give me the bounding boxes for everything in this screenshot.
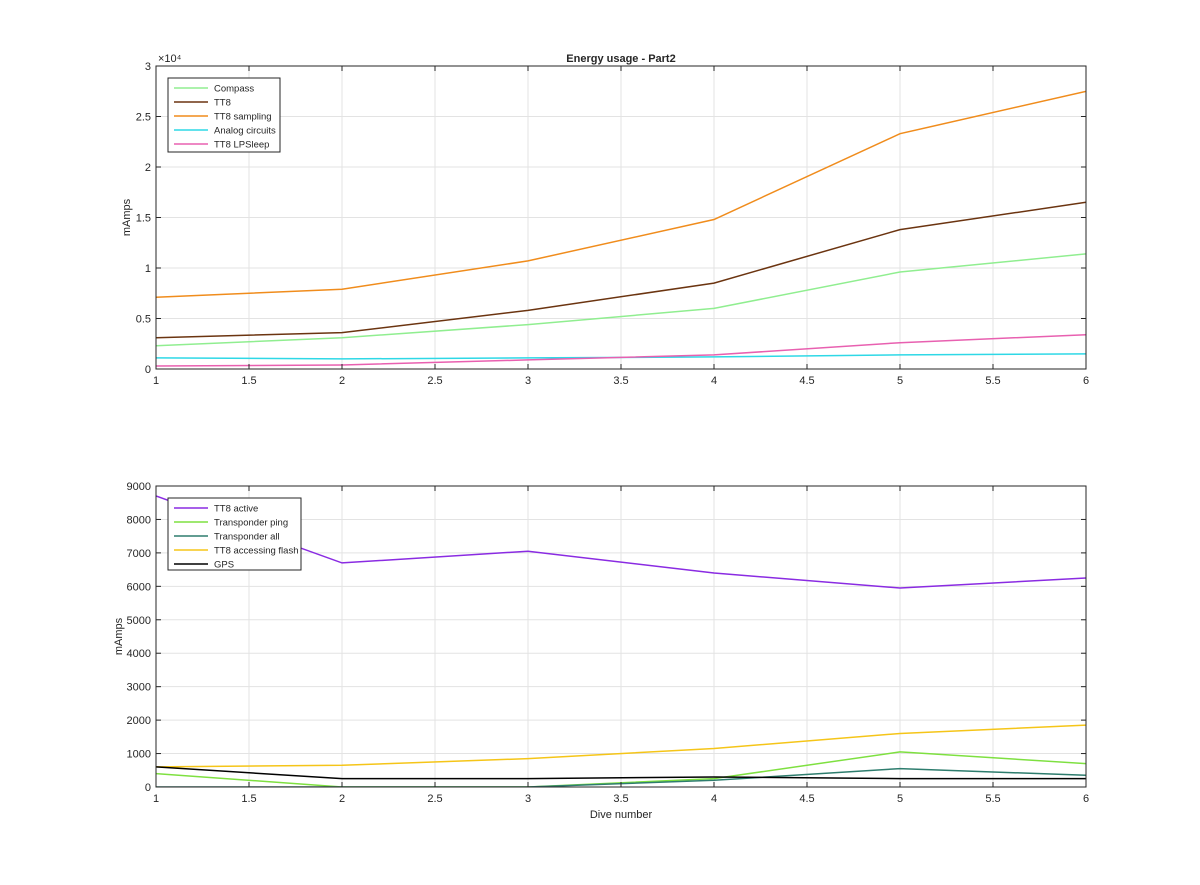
y-tick-label: 5000 [127,615,151,627]
x-tick-label: 1.5 [241,375,256,387]
y-tick-label: 8000 [127,514,151,526]
y-tick-label: 2.5 [136,112,151,124]
x-tick-label: 4.5 [799,375,814,387]
y-tick-label: 2000 [127,715,151,727]
y-tick-label: 9000 [127,481,151,493]
x-tick-label: 3.5 [613,375,628,387]
legend-entry: Compass [214,84,254,95]
legend-entry: Transponder ping [214,518,288,529]
x-tick-label: 2 [339,793,345,805]
y-tick-label: 3 [145,61,151,73]
series-line-compass [156,253,1086,347]
x-tick-label: 4 [711,793,717,805]
x-tick-label: 1 [153,793,159,805]
x-tick-label: 5.5 [985,375,1000,387]
series-group [156,90,1086,367]
y-tick-label: 1000 [127,749,151,761]
series-line-tt8-sampling [156,90,1086,299]
x-tick-label: 2.5 [427,375,442,387]
axes-top: 1 1.5 2 2.5 3 3.5 4 4.5 5 5.5 6 0 0.5 1 1.5 2 2.5 3 ×10⁴ En… [121,53,1089,387]
y-tick-label: 3000 [127,682,151,694]
legend: TT8 active Transponder ping Transponder al… [167,497,302,571]
series-line-tt8-lpsleep [156,333,1086,367]
x-axis-label: Dive number [590,809,653,821]
legend-box [167,497,302,571]
x-tick-label: 6 [1083,375,1089,387]
legend-entry: TT8 sampling [214,112,272,123]
y-tick-label: 6000 [127,581,151,593]
legend-entry: GPS [214,560,234,571]
x-tick-label: 2 [339,375,345,387]
x-tick-label: 3.5 [613,793,628,805]
y-tick-label: 0 [145,782,151,794]
y-axis-label: mAmps [121,198,133,236]
legend: Compass TT8 TT8 sampling Analog circuits TT8… [167,77,281,153]
legend-entry: Transponder all [214,532,280,543]
x-tick-label: 4.5 [799,793,814,805]
y-tick-label: 7000 [127,548,151,560]
legend-box [167,77,281,153]
y-tick-label: 0.5 [136,314,151,326]
x-tick-label: 5 [897,793,903,805]
legend-entry: TT8 LPSleep [214,140,269,151]
y-tick-label: 4000 [127,648,151,660]
y-tick-label: 0 [145,364,151,376]
x-tick-label: 1 [153,375,159,387]
series-line-gps [156,766,1086,780]
legend-entry: TT8 active [214,504,258,515]
x-tick-label: 5.5 [985,793,1000,805]
x-tick-label: 5 [897,375,903,387]
legend-entry: Analog circuits [214,126,276,137]
x-tick-label: 2.5 [427,793,442,805]
y-exponent-label: ×10⁴ [158,53,182,65]
y-tick-label: 2 [145,162,151,174]
y-tick-label: 1.5 [136,213,151,225]
x-tick-label: 3 [525,793,531,805]
series-line-tt8-active [156,495,1086,589]
x-tick-label: 3 [525,375,531,387]
x-tick-label: 1.5 [241,793,256,805]
series-line-tt8 [156,201,1086,339]
x-tick-label: 6 [1083,793,1089,805]
y-axis-label: mAmps [113,617,125,655]
legend-entry: TT8 accessing flash [214,546,298,557]
series-line-tt8-accessing-flash [156,724,1086,768]
x-tick-label: 4 [711,375,717,387]
legend-entry: TT8 [214,98,231,109]
chart-title: Energy usage - Part2 [566,53,675,65]
axes-bottom: 1 1.5 2 2.5 3 3.5 4 4.5 5 5.5 6 0 1000 2000 3000 4000 50… [113,481,1089,821]
y-tick-label: 1 [145,263,151,275]
